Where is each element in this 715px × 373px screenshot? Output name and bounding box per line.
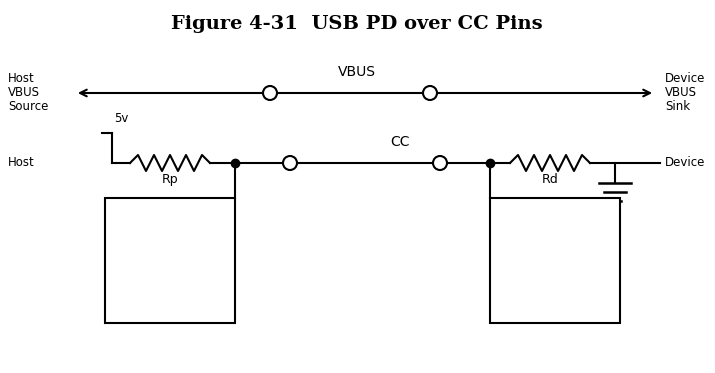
Text: Host: Host (8, 72, 35, 85)
Text: Controller: Controller (524, 264, 586, 277)
Text: Device: Device (665, 157, 706, 169)
FancyBboxPatch shape (105, 198, 235, 323)
Circle shape (433, 156, 447, 170)
Circle shape (423, 86, 437, 100)
Circle shape (283, 156, 297, 170)
FancyBboxPatch shape (490, 198, 620, 323)
Text: Figure 4-31  USB PD over CC Pins: Figure 4-31 USB PD over CC Pins (171, 15, 543, 33)
Text: 5v: 5v (114, 112, 129, 125)
Text: VBUS: VBUS (665, 87, 697, 100)
Text: Host: Host (8, 157, 35, 169)
Text: VBUS: VBUS (8, 87, 40, 100)
Text: Controller: Controller (139, 264, 201, 277)
Text: Sink: Sink (665, 100, 690, 113)
Text: VBUS: VBUS (338, 65, 376, 79)
Text: Source: Source (8, 100, 49, 113)
Text: Rp: Rp (162, 173, 178, 186)
Text: BMC PD: BMC PD (145, 244, 194, 257)
Text: BMC PD: BMC PD (531, 244, 580, 257)
Text: Device: Device (665, 72, 706, 85)
Text: CC: CC (390, 135, 410, 149)
Text: Rd: Rd (542, 173, 558, 186)
Circle shape (263, 86, 277, 100)
